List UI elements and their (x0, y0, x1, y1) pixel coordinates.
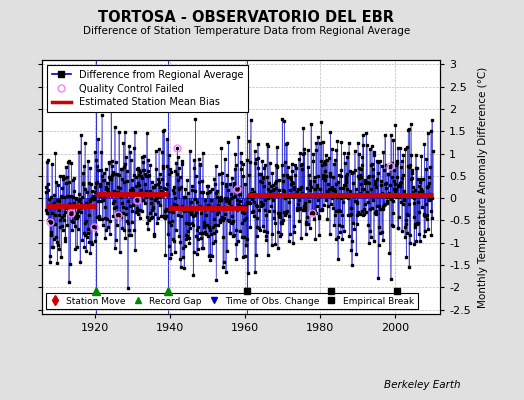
Text: TORTOSA - OBSERVATORIO DEL EBR: TORTOSA - OBSERVATORIO DEL EBR (99, 10, 394, 25)
Legend: Station Move, Record Gap, Time of Obs. Change, Empirical Break: Station Move, Record Gap, Time of Obs. C… (47, 293, 418, 310)
Text: Berkeley Earth: Berkeley Earth (385, 380, 461, 390)
Y-axis label: Monthly Temperature Anomaly Difference (°C): Monthly Temperature Anomaly Difference (… (478, 66, 488, 308)
Text: Difference of Station Temperature Data from Regional Average: Difference of Station Temperature Data f… (83, 26, 410, 36)
